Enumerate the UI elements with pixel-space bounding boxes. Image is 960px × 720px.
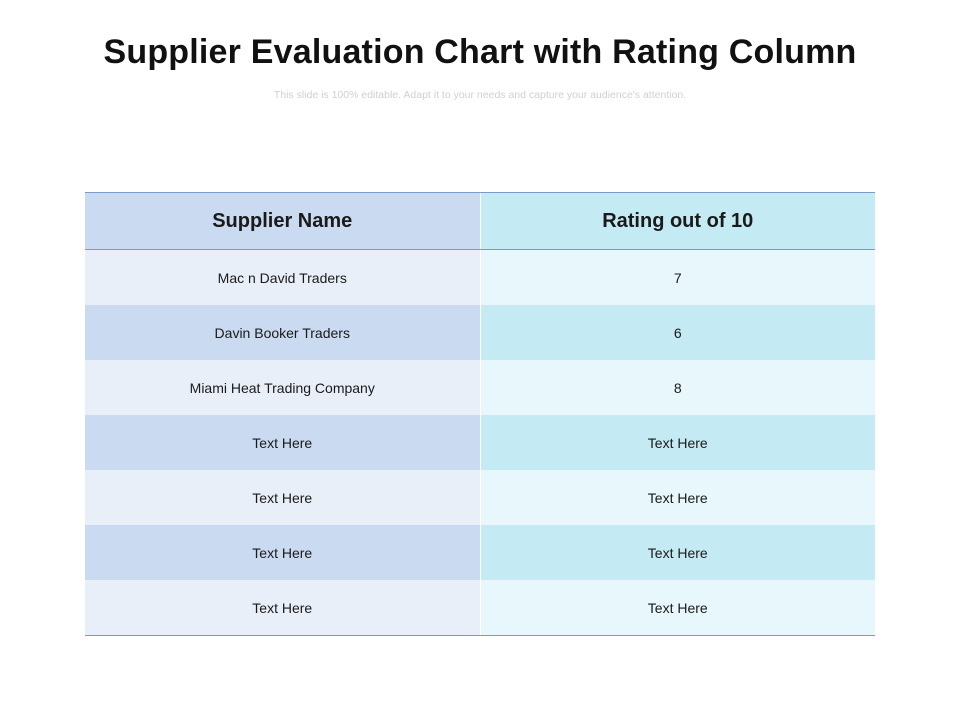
rating-cell: Text Here: [480, 415, 875, 470]
rating-cell: 7: [480, 250, 875, 305]
rating-cell: Text Here: [480, 580, 875, 635]
header-rating: Rating out of 10: [480, 193, 875, 249]
rating-cell: 8: [480, 360, 875, 415]
supplier-rating-table: Supplier Name Rating out of 10 Mac n Dav…: [85, 192, 875, 636]
table-row: Text Here Text Here: [85, 415, 875, 470]
supplier-name-cell: Davin Booker Traders: [85, 305, 481, 360]
table-row: Text Here Text Here: [85, 470, 875, 525]
table-row: Davin Booker Traders 6: [85, 305, 875, 360]
rating-cell: Text Here: [480, 470, 875, 525]
supplier-name-cell: Mac n David Traders: [85, 250, 481, 305]
table-row: Text Here Text Here: [85, 580, 875, 635]
slide-title: Supplier Evaluation Chart with Rating Co…: [103, 33, 857, 71]
table-row: Text Here Text Here: [85, 525, 875, 580]
supplier-name-cell: Text Here: [85, 525, 481, 580]
supplier-name-cell: Text Here: [85, 580, 481, 635]
rating-cell: 6: [480, 305, 875, 360]
supplier-name-cell: Text Here: [85, 470, 481, 525]
supplier-name-cell: Text Here: [85, 415, 481, 470]
header-supplier-name: Supplier Name: [85, 193, 481, 249]
table-row: Mac n David Traders 7: [85, 250, 875, 305]
table-row: Miami Heat Trading Company 8: [85, 360, 875, 415]
slide-subtitle: This slide is 100% editable. Adapt it to…: [273, 89, 687, 101]
rating-cell: Text Here: [480, 525, 875, 580]
supplier-name-cell: Miami Heat Trading Company: [85, 360, 481, 415]
table-header-row: Supplier Name Rating out of 10: [85, 193, 875, 250]
